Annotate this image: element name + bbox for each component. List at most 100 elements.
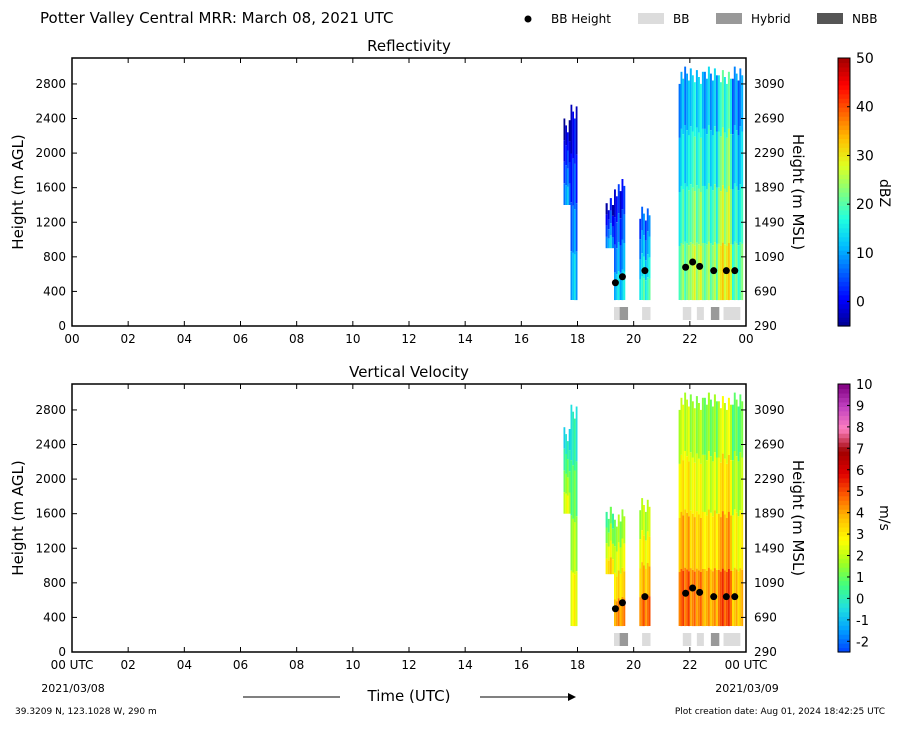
precip-streak xyxy=(572,111,574,159)
precip-streak xyxy=(693,82,696,137)
y2-tick-label: 1490 xyxy=(754,541,785,555)
precip-streak xyxy=(614,217,616,245)
precip-streak xyxy=(719,517,722,572)
x-tick-label: 02 xyxy=(121,658,136,672)
end-date-label: 2021/03/09 xyxy=(715,682,778,695)
precip-streak xyxy=(689,242,692,300)
precip-streak xyxy=(735,130,738,187)
y2-tick-label: 1890 xyxy=(754,181,785,195)
precip-streak xyxy=(699,138,702,192)
precip-streak xyxy=(641,206,644,230)
precip-streak xyxy=(678,409,681,464)
colorbar-segment xyxy=(838,116,850,122)
precip-streak xyxy=(688,461,690,517)
bb-height-point xyxy=(682,263,690,271)
precip-streak xyxy=(737,190,740,246)
bb-flag-bb xyxy=(723,307,741,320)
precip-streak xyxy=(684,567,687,627)
precip-streak xyxy=(609,540,612,558)
bb-flag-bb xyxy=(642,633,651,646)
precip-streak xyxy=(686,73,688,131)
colorbar-segment xyxy=(838,169,850,175)
colorbar-segment xyxy=(838,513,850,519)
precip-streak xyxy=(707,125,710,184)
precip-streak xyxy=(723,77,726,133)
colorbar-segment xyxy=(838,576,850,582)
y-tick-label: 2800 xyxy=(35,403,66,417)
precip-streak xyxy=(697,77,700,133)
colorbar-segment xyxy=(838,232,850,238)
precip-streak xyxy=(732,189,734,245)
precip-streak xyxy=(686,130,688,187)
precip-streak xyxy=(619,191,622,219)
x-tick-label: 12 xyxy=(401,658,416,672)
precip-streak xyxy=(699,192,702,246)
precip-streak xyxy=(648,596,651,626)
y2-tick-label: 2690 xyxy=(754,112,785,126)
precip-streak xyxy=(567,495,569,514)
precip-streak xyxy=(572,411,574,466)
y2-tick-label: 2290 xyxy=(754,472,785,486)
precip-streak xyxy=(705,570,708,626)
bb-height-point xyxy=(618,599,626,607)
precip-streak xyxy=(709,73,712,131)
precip-streak xyxy=(739,68,742,127)
colorbar-segment xyxy=(838,281,850,287)
precip-streak xyxy=(713,394,716,453)
precip-streak xyxy=(574,418,576,471)
precip-streak xyxy=(711,80,714,136)
precip-streak xyxy=(641,530,644,563)
x-tick-label: 00 UTC xyxy=(725,658,768,672)
colorbar-segment xyxy=(838,84,850,90)
colorbar-segment xyxy=(838,62,850,68)
colorbar-segment xyxy=(838,241,850,247)
precip-streak xyxy=(735,512,738,570)
precip-streak xyxy=(574,522,576,575)
precip-streak xyxy=(701,511,704,569)
precip-streak xyxy=(703,397,706,455)
panels-layer: 00 02 04 06 08 10 12 14 16 18 20 22 0004008001200160… xyxy=(35,51,873,672)
reflectivity-ylabel: Height (m AGL) xyxy=(9,134,27,249)
colorbar-segment xyxy=(838,625,850,631)
precip-streak xyxy=(623,543,626,572)
precip-streak xyxy=(614,572,616,600)
precip-streak xyxy=(723,514,726,571)
precip-streak xyxy=(575,406,578,462)
precip-streak xyxy=(727,185,730,243)
precip-streak xyxy=(727,71,730,129)
x-tick-label: 16 xyxy=(514,658,529,672)
legend: BB Height BB Hybrid NBB xyxy=(524,12,877,26)
precip-streak xyxy=(621,509,624,539)
colorbar-tick-label: 40 xyxy=(856,100,874,116)
bb-height-point xyxy=(618,273,626,281)
precip-streak xyxy=(689,394,692,453)
precip-streak xyxy=(717,569,720,627)
colorbar-segment xyxy=(838,526,850,532)
bb-flag-bb xyxy=(723,633,741,646)
precip-streak xyxy=(646,231,649,255)
x-tick-label: 10 xyxy=(345,658,360,672)
velocity-panel-title: Vertical Velocity xyxy=(349,363,469,381)
precip-streak xyxy=(643,535,645,566)
x-tick-label: 08 xyxy=(289,658,304,672)
colorbar-segment xyxy=(838,491,850,497)
precip-streak xyxy=(605,214,608,226)
precip-streak xyxy=(615,196,618,223)
precip-streak xyxy=(623,271,626,300)
precip-streak xyxy=(732,515,734,571)
precip-streak xyxy=(648,257,651,279)
precip-streak xyxy=(711,516,714,572)
precip-streak xyxy=(605,203,608,215)
precip-streak xyxy=(705,244,708,300)
precip-streak xyxy=(568,429,571,451)
precip-streak xyxy=(719,191,722,246)
precip-streak xyxy=(691,243,694,301)
bb-height-point xyxy=(696,588,704,596)
reflectivity-y2label: Height (m MSL) xyxy=(789,134,807,250)
precip-streak xyxy=(678,464,681,518)
colorbar-segment xyxy=(838,638,850,644)
precip-streak xyxy=(565,145,567,166)
precip-streak xyxy=(621,567,624,597)
precip-streak xyxy=(615,222,618,249)
